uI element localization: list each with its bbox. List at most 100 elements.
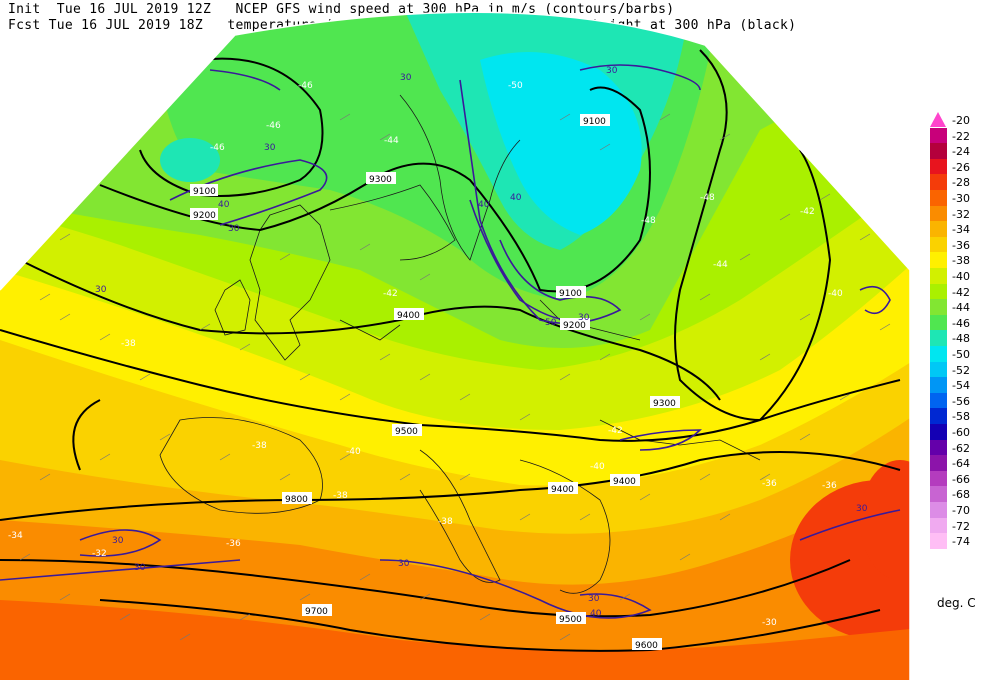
wind-label: 30 [400,73,412,83]
legend-swatch [930,533,947,549]
legend-swatch [930,112,946,127]
legend-label: -70 [952,504,970,517]
temp-label: -36 [226,539,241,549]
temp-label: -34 [8,531,23,541]
wind-label: 40 [590,609,602,619]
legend-swatch [930,470,947,487]
height-label: 9800 [285,495,308,505]
wind-label: 30 [398,559,410,569]
legend-label: -60 [952,426,970,439]
legend-entry: -74 [930,533,990,549]
temp-label: -38 [121,339,136,349]
legend-swatch [930,268,947,284]
temp-pocket-hot-se2 [860,460,910,580]
temp-pocket-west [160,138,220,182]
height-label: 9200 [193,211,216,221]
wind-label: 30 [264,143,276,153]
wind-label: 50 [545,318,557,328]
legend-entry: -50 [930,346,990,362]
temp-label: -42 [383,289,398,299]
height-label: 9400 [551,485,574,495]
height-label: 9400 [397,311,420,321]
legend-entry: -26 [930,158,990,175]
legend-label: -40 [952,270,970,283]
height-label: 9200 [563,321,586,331]
wind-label: 30 [112,536,124,546]
wind-label: 30 [228,224,240,234]
temp-label: -32 [92,549,107,559]
temp-label: -46 [210,143,225,153]
temp-label: -42 [608,426,623,436]
legend-label: -72 [952,519,970,533]
height-label: 9300 [369,175,392,185]
legend-entry: -54 [930,377,990,393]
legend-swatch [930,361,947,378]
height-labels: 9100 9100 9200 9300 9400 9100 9200 9300 … [190,114,680,651]
height-label: 9100 [559,289,582,299]
temp-label: -48 [641,216,656,226]
temp-label: -38 [252,441,267,451]
legend-swatch [930,127,947,144]
legend-entry: -38 [930,252,990,268]
map-border [0,11,911,680]
temp-label: -48 [700,193,715,203]
legend-units: deg. C [937,596,976,610]
legend-swatch [930,502,947,518]
temp-band-cyan [480,52,642,235]
legend-label: -50 [952,348,970,361]
wind-label: 30 [606,66,618,76]
legend-entry: -46 [930,314,990,331]
temp-label: -30 [762,618,777,628]
temperature-labels: -46 -46 -46 -44 -50 -42 -40 -48 -48 -44 … [8,81,843,628]
legend-entry: -58 [930,408,990,424]
height-label: 9300 [653,399,676,409]
legend-swatch [930,158,947,175]
legend-entry: -48 [930,330,990,346]
temp-label: -46 [298,81,313,91]
legend-swatch [930,221,947,237]
legend-entry: -52 [930,361,990,378]
wind-label: 40 [510,193,522,203]
coastlines [159,94,761,594]
legend-swatch [930,190,947,206]
legend-swatch [930,439,947,456]
wind-labels: 30 40 30 40 30 30 40 50 30 30 30 30 30 4… [95,66,868,619]
legend-label: -56 [952,394,970,408]
legend-swatch [930,330,947,346]
legend-label: -26 [952,160,970,174]
legend-entry: -56 [930,392,990,409]
legend-swatch [930,283,947,300]
legend-entry: -36 [930,236,990,253]
wind-label: 30 [95,285,107,295]
legend-entry: -64 [930,455,990,471]
temp-label: -44 [713,260,728,270]
legend-swatch [930,392,947,409]
legend-swatch [930,143,947,159]
height-label: 9500 [559,615,582,625]
legend-label: -52 [952,363,970,377]
temp-label: -46 [266,121,281,131]
height-label: 9600 [635,641,658,651]
legend-label: -34 [952,223,970,237]
temp-label: -40 [346,447,361,457]
legend-swatch [930,377,947,393]
legend-swatch [930,314,947,331]
temp-label: -38 [438,517,453,527]
height-label: 9100 [193,187,216,197]
wind-label: 40 [478,200,490,210]
legend-swatch [930,346,947,362]
legend-entry: -62 [930,439,990,456]
legend-entry: -30 [930,190,990,206]
legend-entry: -68 [930,486,990,502]
legend-entry: -34 [930,221,990,237]
legend-label: -38 [952,254,970,268]
legend-entry: -28 [930,174,990,190]
legend-entry: -32 [930,205,990,222]
temp-label: -38 [333,491,348,501]
legend-label: -74 [952,535,970,549]
legend-swatch [930,236,947,253]
legend-label: -62 [952,441,970,455]
wind-label: 30 [134,563,146,573]
